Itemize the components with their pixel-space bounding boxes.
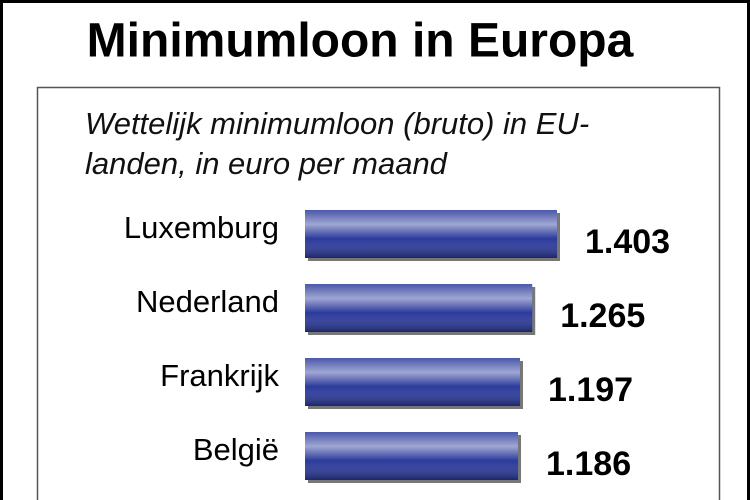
inner-frame	[36, 86, 721, 500]
category-label: Nederland	[136, 284, 279, 319]
bar-highlight	[305, 358, 520, 406]
value-label: 1.186	[546, 445, 631, 483]
bar-highlight	[305, 432, 519, 480]
value-label: 1.197	[548, 371, 633, 409]
category-label: België	[193, 432, 279, 467]
value-label: 1.403	[585, 223, 670, 261]
bar-highlight	[305, 210, 557, 258]
value-label: 1.265	[560, 297, 645, 335]
chart-title: Minimumloon in Europa	[87, 15, 634, 68]
category-label: Frankrijk	[160, 358, 279, 393]
bar-highlight	[305, 284, 533, 332]
category-label: Luxemburg	[124, 210, 279, 245]
chart-subtitle: Wettelijk minimumloon (bruto) in EU-land…	[85, 106, 590, 181]
